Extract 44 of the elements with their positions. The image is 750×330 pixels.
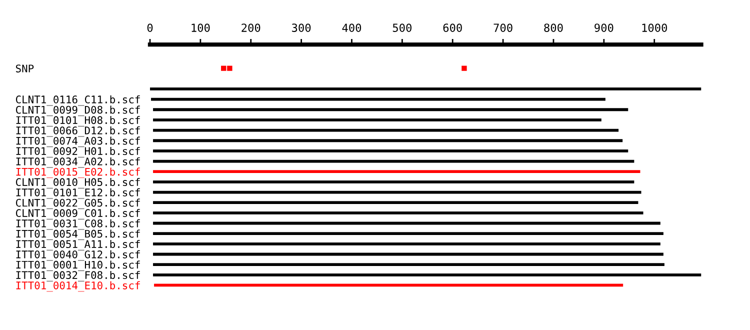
x-tick-label: 200 [242, 24, 260, 32]
bar [153, 170, 640, 174]
bar [153, 139, 623, 142]
y-tick-label: ITT01_0054_B05.b.scf [16, 230, 140, 240]
bar [153, 263, 664, 266]
bar [153, 273, 702, 276]
y-tick-label: ITT01_0014_E10.b.scf [16, 281, 140, 292]
y-tick-label: ITT01_0066_D12.b.scf [16, 126, 140, 137]
bar [153, 232, 664, 236]
y-tick-label: CLNT1_0022_G05.b.scf [16, 198, 140, 210]
x-tick-label: 300 [292, 24, 311, 32]
bar [153, 211, 644, 214]
y-tick-label: ITT01_0040_G12.b.scf [16, 250, 140, 261]
x-tick-label: 500 [392, 24, 412, 32]
x-tick-label: 400 [342, 24, 362, 32]
bar [153, 108, 628, 112]
bar [153, 242, 660, 246]
bar [153, 118, 602, 122]
x-tick-label: 800 [544, 24, 563, 32]
y-tick-label: ITT01_0051_A11.b.scf [16, 240, 140, 250]
bar [153, 180, 634, 184]
y-tick-label: CLNT1_0010_H05.b.scf [16, 178, 140, 188]
y-tick-label: ITT01_0074_A03.b.scf [16, 136, 140, 148]
bar [153, 150, 628, 152]
y-tick-label: ITT01_0034_A02.b.scf [16, 157, 140, 168]
bar [153, 201, 638, 204]
y-tick-label: CLNT1_0099_D08.b.scf [16, 106, 140, 116]
x-tick-label: 100 [192, 24, 210, 32]
y-tick-label: ITT01_0001_H10.b.scf [16, 260, 140, 271]
y-tick-label: ITT01_0101_E12.b.scf [16, 188, 140, 199]
y-tick-label: ITT01_0015_E02.b.scf [16, 168, 140, 178]
y-tick-label: ITT01_0101_H08.b.scf [16, 116, 140, 126]
y-tick-label: ITT01_0032_F08.b.scf [16, 270, 140, 282]
y-tick-label: CLNT1_0116_C11.b.scf [16, 95, 140, 106]
y-tick-label: SNP [16, 64, 34, 72]
y-tick-label: ITT01_0092_H01.b.scf [16, 146, 140, 158]
x-tick-label: 600 [443, 24, 462, 32]
y-tick-label: ITT01_0031_C08.b.scf [16, 219, 140, 230]
bar [150, 88, 702, 90]
x-tick-label: 0 [147, 24, 153, 32]
y-tick-label: CLNT1_0009_C01.b.scf [16, 208, 140, 220]
x-tick-label: 1000 [642, 24, 668, 32]
x-tick-label: 700 [494, 24, 512, 32]
x-tick-label: 900 [594, 24, 614, 32]
